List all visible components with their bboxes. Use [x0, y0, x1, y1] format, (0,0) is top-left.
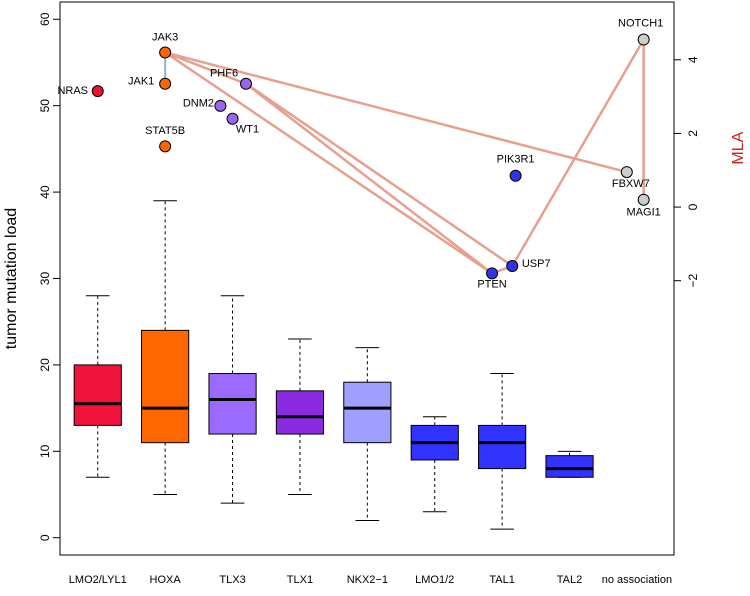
x-tick-label: TAL2 — [557, 574, 582, 586]
y-tick-label: 60 — [38, 12, 52, 26]
gene-node: STAT5B — [145, 125, 185, 153]
box-iqr — [141, 329, 190, 444]
gene-node: PHF6 — [210, 68, 253, 90]
gene-node: FBXW7 — [612, 166, 650, 190]
x-tick-label: LMO1/2 — [415, 574, 454, 586]
y-tick-label: 50 — [38, 99, 52, 113]
x-tick-label: HOXA — [150, 574, 182, 586]
gene-nodes: NRAS JAK3 JAK1 STAT5B PHF6 DNM2 WT1 PIK3R1 PTEN U… — [57, 17, 663, 290]
box-iqr — [545, 455, 594, 478]
box-iqr — [478, 424, 527, 470]
gene-edge — [511, 38, 645, 267]
boxplot — [478, 373, 527, 530]
gene-label: STAT5B — [145, 125, 185, 137]
x-axis: LMO2/LYL1 HOXA TLX3 TLX1 NKX2−1 LMO1/2 TAL1 TAL… — [69, 574, 672, 586]
gene-edge — [164, 51, 493, 275]
gene-label: NOTCH1 — [618, 17, 663, 29]
boxplot — [410, 416, 459, 513]
gene-label: DNM2 — [183, 98, 214, 110]
box-iqr — [343, 381, 392, 444]
gene-point — [637, 33, 650, 46]
gene-edge — [245, 82, 513, 268]
gene-label: PTEN — [477, 278, 506, 290]
box-iqr — [208, 373, 257, 435]
gene-label: JAK1 — [128, 76, 154, 88]
gene-node: DNM2 — [183, 98, 227, 112]
y-tick-label: 20 — [38, 358, 52, 372]
y-axis-label: tumor mutation load — [3, 208, 20, 349]
gene-edge — [164, 51, 247, 85]
gene-node: NOTCH1 — [618, 17, 663, 46]
gene-label: USP7 — [522, 258, 551, 270]
boxplot — [343, 347, 392, 521]
gene-point — [159, 77, 172, 90]
gene-node: USP7 — [506, 258, 551, 272]
x-tick-label: no association — [602, 574, 672, 586]
gene-point — [506, 259, 519, 272]
y-axis-right: −2 0 2 4 MLA — [674, 56, 747, 288]
y2-tick-label: 4 — [686, 56, 700, 63]
gene-point — [159, 140, 172, 153]
gene-node: JAK1 — [128, 76, 172, 90]
gene-point — [214, 99, 227, 112]
y2-tick-label: 2 — [686, 130, 700, 137]
gene-node: MAGI1 — [627, 193, 661, 219]
gene-point — [159, 46, 172, 59]
axes: 0 10 20 30 40 50 60 tumor mutation load −2 0 2 4 MLA… — [3, 1, 747, 586]
gene-label: FBXW7 — [612, 178, 650, 190]
gene-label: PHF6 — [210, 68, 238, 80]
y2-tick-label: −2 — [686, 274, 700, 288]
gene-point — [486, 267, 499, 280]
gene-node: JAK3 — [152, 31, 178, 59]
y-tick-label: 30 — [38, 272, 52, 286]
x-tick-label: NKX2−1 — [347, 574, 388, 586]
box-iqr — [73, 364, 122, 426]
y2-tick-label: 0 — [686, 203, 700, 210]
y-tick-label: 0 — [38, 534, 52, 541]
gene-node: PTEN — [477, 267, 507, 290]
y2-axis-label: MLA — [730, 131, 747, 164]
gene-point — [91, 85, 104, 98]
gene-edge — [245, 82, 493, 275]
gene-point — [509, 169, 522, 182]
y-tick-label: 40 — [38, 185, 52, 199]
gene-point — [226, 112, 239, 125]
boxplot — [545, 450, 594, 478]
gene-label: WT1 — [236, 124, 259, 136]
gene-edge — [164, 51, 628, 174]
gene-label: NRAS — [57, 85, 88, 97]
y-axis-left: 0 10 20 30 40 50 60 tumor mutation load — [3, 12, 60, 541]
box-iqr — [275, 390, 325, 435]
x-tick-label: TLX1 — [287, 574, 313, 586]
gene-label: PIK3R1 — [497, 154, 535, 166]
boxplot — [208, 295, 257, 504]
gene-node: NRAS — [57, 85, 104, 98]
x-tick-label: TLX3 — [219, 574, 245, 586]
gene-point — [637, 193, 650, 206]
gene-label: MAGI1 — [627, 207, 661, 219]
x-tick-label: LMO2/LYL1 — [69, 574, 127, 586]
boxplot — [275, 338, 325, 496]
gene-point — [240, 77, 253, 90]
boxplots — [73, 200, 594, 530]
gene-label: JAK3 — [152, 31, 178, 43]
gene-node: WT1 — [226, 112, 259, 136]
x-tick-label: TAL1 — [489, 574, 514, 586]
boxplot — [141, 200, 190, 496]
gene-node: PIK3R1 — [497, 154, 535, 182]
boxplot — [73, 295, 122, 478]
gene-point — [620, 166, 633, 179]
y-tick-label: 10 — [38, 444, 52, 458]
